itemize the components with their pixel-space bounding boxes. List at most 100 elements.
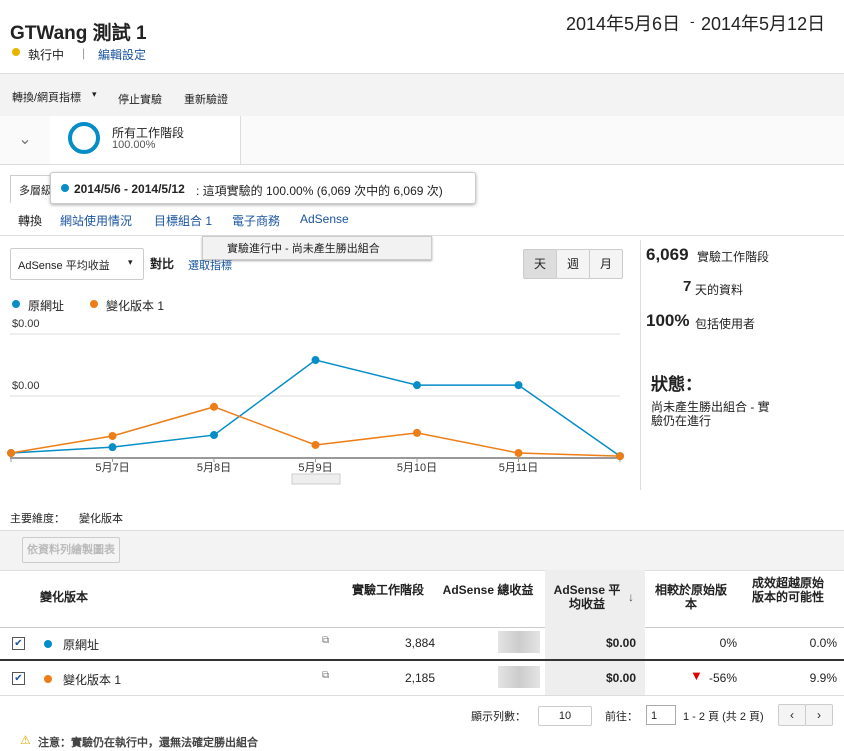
row-icon: ⧉	[322, 670, 329, 681]
tooltip-text: : 這項實驗的 100.00% (6,069 次中的 6,069 次)	[196, 182, 443, 199]
row-sessions: 2,185	[380, 671, 435, 685]
title: GTWang 測試 1	[10, 18, 147, 45]
warning-icon: ⚠	[20, 733, 31, 747]
table-bottom	[0, 695, 844, 696]
date-start: 2014年5月6日	[566, 10, 680, 36]
stat-value: 6,069	[646, 245, 689, 265]
rows-label: 顯示列數：	[471, 708, 526, 724]
row-name: 變化版本 1	[63, 671, 121, 688]
period-button[interactable]: 月	[589, 249, 623, 279]
row-dot	[44, 675, 52, 683]
status-text: 尚未產生勝出組合 - 實驗仍在進行	[651, 400, 771, 428]
data-point	[616, 452, 624, 460]
row-probability: 0.0%	[770, 636, 837, 650]
period-button[interactable]: 週	[556, 249, 590, 279]
nav-item[interactable]: 電子商務	[232, 212, 280, 229]
nav-item[interactable]: 轉換	[18, 212, 42, 229]
row-name: 原網址	[63, 636, 99, 653]
x-tick-label: 5月11日	[499, 462, 539, 474]
toolbar-item[interactable]: 轉換/網頁指標	[12, 89, 81, 105]
table-toolbar	[0, 530, 844, 571]
row-checkbox[interactable]: ✔	[12, 637, 25, 650]
row-checkbox[interactable]: ✔	[12, 672, 25, 685]
legend-dot	[12, 300, 20, 308]
nav-item[interactable]: 目標組合 1	[154, 212, 212, 229]
column-header[interactable]: AdSense 總收益	[442, 583, 534, 597]
nav-item[interactable]: AdSense	[300, 212, 349, 226]
data-point	[109, 432, 117, 440]
chart: $0.00 $0.00 5月7日 5月8日 5月9日 5月10日 5月11日	[0, 310, 640, 490]
row-avg: $0.00	[570, 636, 636, 650]
x-tick-label: 5月10日	[397, 462, 437, 474]
notice: 實驗進行中 - 尚未產生勝出組合	[227, 240, 380, 256]
segment-ring	[68, 122, 100, 154]
data-point	[7, 449, 15, 457]
column-header[interactable]: 相較於原始版本	[650, 583, 732, 611]
period-button[interactable]: 天	[523, 249, 557, 279]
data-point	[515, 381, 523, 389]
stat-label: 實驗工作階段	[697, 248, 769, 265]
toolbar-item[interactable]: 重新驗證	[184, 91, 228, 107]
rows-select[interactable]: 10	[538, 706, 592, 726]
date-end: 2014年5月12日	[701, 10, 825, 36]
data-point	[210, 431, 218, 439]
date-sep: -	[690, 13, 695, 29]
data-point	[515, 449, 523, 457]
prev-page[interactable]: ‹	[778, 704, 806, 726]
edit-link[interactable]: 編輯設定	[98, 46, 146, 63]
tooltip-range: 2014/5/6 - 2014/5/12	[74, 182, 185, 196]
down-arrow: ▼	[690, 668, 703, 683]
collapse[interactable]: ⌄	[0, 116, 51, 164]
data-point	[109, 443, 117, 451]
status: 執行中	[28, 46, 64, 63]
column-header[interactable]: 變化版本	[40, 590, 88, 604]
stat-label: 天的資料	[695, 281, 743, 298]
page-range: 1 - 2 頁 (共 2 頁)	[683, 708, 764, 724]
blurred-revenue	[498, 666, 540, 688]
tooltip-dot	[61, 184, 69, 192]
y-tick-label: $0.00	[12, 380, 40, 392]
row-probability: 9.9%	[770, 671, 837, 685]
x-tick-label: 5月7日	[95, 462, 129, 474]
status-dot	[12, 48, 20, 56]
x-tick-label: 5月9日	[298, 462, 332, 474]
column-header[interactable]: AdSense 平均收益	[550, 583, 624, 611]
row-divider	[0, 659, 844, 661]
metric-select-text: AdSense 平均收益	[18, 257, 110, 273]
goto-input[interactable]: 1	[646, 705, 676, 725]
x-tick-label: 5月8日	[197, 462, 231, 474]
legend-dot	[90, 300, 98, 308]
nav-item[interactable]: 網站使用情況	[60, 212, 132, 229]
scroll-handle	[292, 474, 340, 484]
segment-percent: 100.00%	[112, 139, 155, 151]
row-compare: 0%	[660, 636, 737, 650]
data-point	[312, 441, 320, 449]
toolbar-item[interactable]: 停止實驗	[118, 91, 162, 107]
select-metric[interactable]: 選取指標	[188, 257, 232, 273]
column-header[interactable]: 實驗工作階段	[352, 583, 424, 597]
row-dot	[44, 640, 52, 648]
goto-label: 前往：	[605, 708, 638, 724]
stat-label: 包括使用者	[695, 315, 755, 332]
divider: |	[82, 46, 85, 60]
data-point	[210, 403, 218, 411]
row-icon: ⧉	[322, 635, 329, 646]
compare: 對比	[150, 255, 174, 272]
dimension-value: 變化版本	[79, 510, 123, 526]
data-point	[312, 356, 320, 364]
data-point	[413, 429, 421, 437]
row-sessions: 3,884	[380, 636, 435, 650]
row-avg: $0.00	[570, 671, 636, 685]
stat-value: 7	[683, 278, 691, 295]
sort-arrow: ↓	[628, 590, 634, 604]
chart-button[interactable]: 依資料列繪製圖表	[22, 537, 120, 563]
stat-value: 100%	[646, 311, 689, 331]
warning: 注意：實驗仍在執行中，還無法確定勝出組合	[38, 734, 258, 750]
y-tick-label: $0.00	[12, 318, 40, 330]
status-label: 狀態：	[651, 370, 702, 395]
next-page[interactable]: ›	[805, 704, 833, 726]
blurred-revenue	[498, 631, 540, 653]
column-header[interactable]: 成效超越原始版本的可能性	[750, 576, 826, 604]
